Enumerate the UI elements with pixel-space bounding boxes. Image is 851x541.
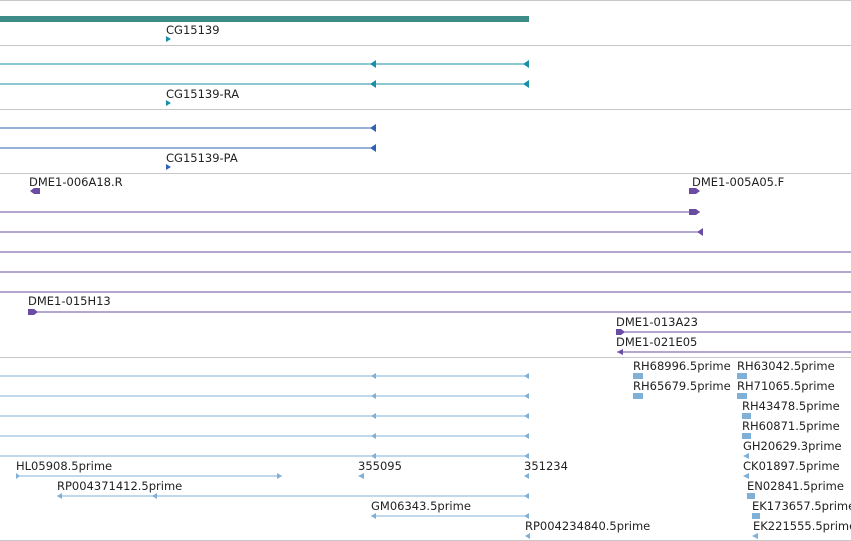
est-arrow-icon — [524, 513, 529, 519]
clone-end-icon — [30, 188, 40, 194]
est-arrow-icon — [524, 433, 529, 439]
est-label: EN02841.5prime — [747, 479, 844, 493]
gene-model-bar[interactable] — [0, 16, 529, 22]
est-label: RH63042.5prime — [737, 359, 835, 373]
est-feature[interactable] — [633, 393, 643, 399]
est-feature[interactable] — [0, 433, 529, 439]
est-feature[interactable] — [0, 393, 529, 399]
est-arrow-icon — [524, 393, 529, 399]
clone-label: DME1-006A18.R — [29, 175, 123, 189]
est-arrow-icon — [277, 473, 282, 479]
est-arrow-icon — [524, 453, 529, 459]
est-track: HL05908.5prime 355095 351234 RP004371412… — [0, 359, 851, 539]
est-feature[interactable] — [742, 413, 751, 419]
est-arrow-icon — [371, 513, 376, 519]
clone-label: DME1-005A05.F — [692, 175, 784, 189]
est-feature[interactable] — [0, 453, 529, 459]
est-label: GM06343.5prime — [371, 499, 471, 513]
peptide-feature[interactable] — [0, 144, 376, 152]
est-feature[interactable] — [524, 473, 529, 479]
est-arrow-icon — [524, 493, 529, 499]
est-label: RH60871.5prime — [742, 419, 840, 433]
est-label: EK173657.5prime — [752, 499, 851, 513]
est-feature[interactable] — [743, 453, 749, 459]
clone-end-icon — [617, 349, 623, 355]
est-label: RH65679.5prime — [633, 379, 731, 393]
est-label: RH43478.5prime — [742, 399, 840, 413]
transcript-feature[interactable] — [0, 80, 529, 88]
est-arrow-icon — [16, 473, 20, 479]
clone-label: DME1-015H13 — [28, 294, 111, 308]
est-arrow-icon — [524, 373, 529, 379]
clone-feature[interactable] — [0, 228, 703, 236]
est-feature[interactable] — [743, 473, 749, 479]
est-feature[interactable] — [16, 473, 282, 479]
exon-arrow-icon — [523, 60, 529, 68]
transcript-label: CG15139-RA — [166, 87, 239, 101]
est-arrow-icon — [371, 453, 376, 459]
exon-arrow-icon — [370, 124, 376, 132]
transcript-feature[interactable] — [0, 60, 529, 68]
strand-arrow-icon — [166, 164, 171, 170]
est-label: CK01897.5prime — [743, 459, 840, 473]
clone-feature[interactable] — [616, 329, 851, 335]
est-label: HL05908.5prime — [16, 459, 112, 473]
est-feature[interactable] — [525, 533, 530, 539]
est-arrow-icon — [152, 493, 157, 499]
clone-end-icon — [28, 309, 38, 315]
est-label: RP004234840.5prime — [525, 519, 650, 533]
peptide-label: CG15139-PA — [166, 151, 238, 165]
clone-feature[interactable] — [617, 349, 851, 355]
est-feature[interactable] — [633, 373, 643, 379]
est-arrow-icon — [371, 433, 376, 439]
exon-arrow-icon — [370, 144, 376, 152]
est-feature[interactable] — [0, 413, 529, 419]
est-feature[interactable] — [747, 493, 755, 499]
exon-arrow-icon — [370, 60, 376, 68]
transcript-track: CG15139-RA — [0, 60, 529, 106]
est-label: RH68996.5prime — [633, 359, 731, 373]
clone-label: DME1-021E05 — [616, 335, 697, 349]
clone-feature[interactable] — [0, 209, 700, 215]
clone-end-icon — [689, 209, 700, 215]
est-feature[interactable] — [742, 433, 751, 439]
strand-arrow-icon — [166, 100, 171, 106]
est-feature[interactable] — [737, 393, 747, 399]
gene-track: CG15139 — [0, 16, 529, 42]
exon-arrow-icon — [523, 80, 529, 88]
est-arrow-icon — [371, 413, 376, 419]
est-feature[interactable] — [57, 493, 529, 499]
peptide-feature[interactable] — [0, 124, 376, 132]
est-label: RH71065.5prime — [737, 379, 835, 393]
est-feature[interactable] — [358, 473, 364, 479]
est-label: 351234 — [524, 459, 568, 473]
est-label: GH20629.3prime — [743, 439, 842, 453]
strand-arrow-icon — [166, 36, 171, 42]
est-arrow-icon — [371, 373, 376, 379]
peptide-track: CG15139-PA — [0, 124, 376, 170]
est-label: EK221555.5prime — [753, 519, 851, 533]
clone-track: DME1-006A18.R DME1-005A05.F DME1-015H13 … — [0, 175, 851, 355]
clone-label: DME1-013A23 — [616, 315, 698, 329]
gene-label: CG15139 — [166, 23, 220, 37]
est-feature[interactable] — [752, 533, 758, 539]
est-label: 355095 — [358, 459, 402, 473]
est-arrow-icon — [371, 393, 376, 399]
est-feature[interactable] — [371, 513, 529, 519]
clone-end-icon — [616, 329, 625, 335]
est-feature[interactable] — [0, 373, 529, 379]
est-feature[interactable] — [737, 373, 747, 379]
clone-feature[interactable] — [28, 309, 851, 315]
est-feature[interactable] — [752, 513, 760, 519]
est-label: RP004371412.5prime — [57, 479, 182, 493]
clone-end-icon — [697, 228, 703, 236]
exon-arrow-icon — [370, 80, 376, 88]
est-arrow-icon — [524, 413, 529, 419]
clone-end-icon — [689, 188, 700, 194]
est-arrow-icon — [57, 493, 62, 499]
